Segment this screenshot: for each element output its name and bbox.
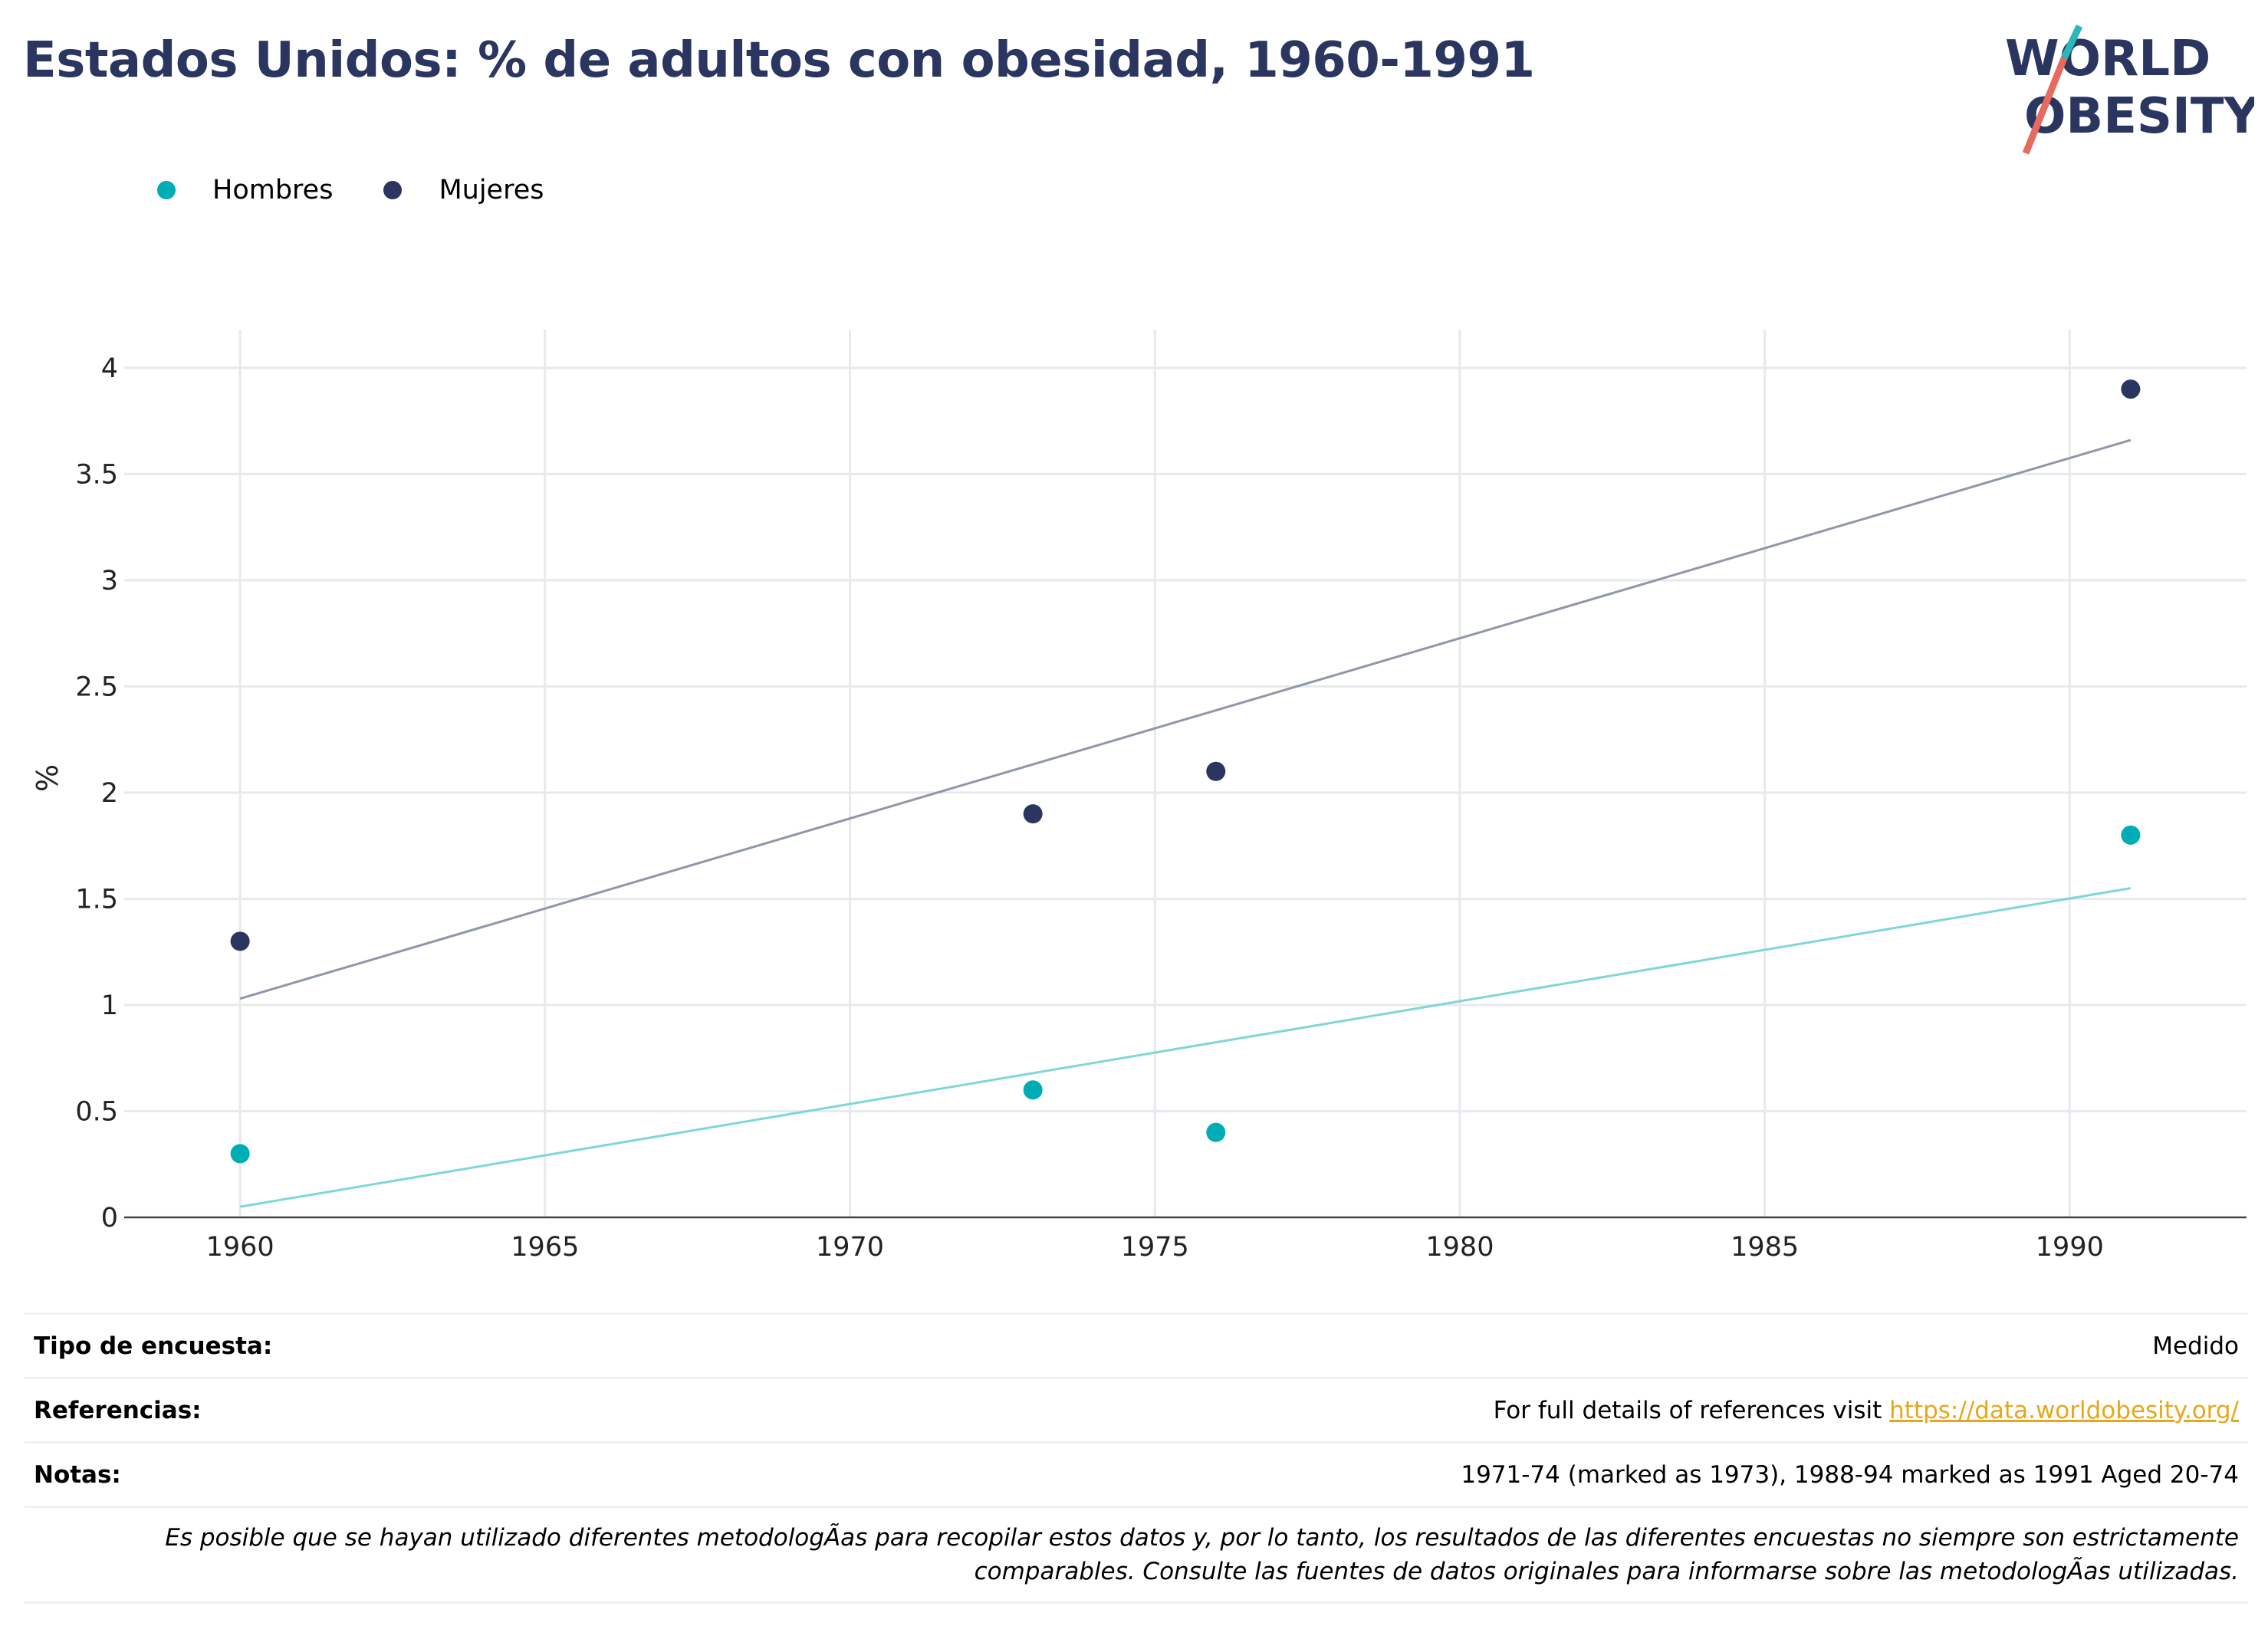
legend-label-mujeres: Mujeres bbox=[439, 175, 544, 205]
x-tick-label-1960: 1960 bbox=[206, 1232, 274, 1263]
info-row-survey-type: Tipo de encuesta: Medido bbox=[25, 1312, 2248, 1378]
world-obesity-logo: WORLD OBESITY bbox=[2005, 25, 2254, 155]
survey-info-table: Tipo de encuesta: Medido Referencias: Fo… bbox=[25, 1312, 2248, 1604]
y-tick-label-2: 1 bbox=[101, 990, 118, 1021]
y-tick-label-8: 4 bbox=[101, 353, 118, 384]
info-row-references: Referencias: For full details of referen… bbox=[25, 1377, 2248, 1443]
x-tick-label-1970: 1970 bbox=[816, 1232, 884, 1263]
y-tick-label-0: 0 bbox=[101, 1203, 118, 1233]
data-point-mujeres-1976 bbox=[1206, 761, 1226, 781]
trend-line-hombres bbox=[239, 887, 2132, 1208]
legend-marker-hombres bbox=[157, 181, 176, 199]
obesity-scatter-chart: 1960 1965 1970 1975 1980 1985 1990 0 0.5 1 1.5 2 2.5… bbox=[31, 330, 2247, 1263]
legend-marker-mujeres bbox=[383, 181, 403, 199]
data-point-hombres-1973 bbox=[1023, 1080, 1043, 1100]
disclaimer-line-1: Es posible que se hayan utilizado difere… bbox=[165, 1524, 2239, 1552]
data-point-hombres-1976 bbox=[1206, 1122, 1226, 1142]
y-tick-label-1: 0.5 bbox=[75, 1096, 118, 1127]
axes: 1960 1965 1970 1975 1980 1985 1990 0 0.5 1 1.5 2 2.5… bbox=[31, 353, 2247, 1263]
methodology-disclaimer: Es posible que se hayan utilizado difere… bbox=[25, 1506, 2248, 1604]
x-tick-label-1990: 1990 bbox=[2036, 1232, 2104, 1263]
logo-slash-bottom bbox=[2022, 57, 2068, 155]
references-text: For full details of references visit bbox=[1493, 1396, 1890, 1424]
data-point-mujeres-1973 bbox=[1023, 804, 1043, 824]
trend-line-mujeres bbox=[239, 438, 2132, 1000]
data-point-hombres-1991 bbox=[2121, 825, 2141, 845]
notes-value: 1971-74 (marked as 1973), 1988-94 marked… bbox=[567, 1441, 2248, 1507]
notes-label: Notas: bbox=[25, 1441, 567, 1507]
x-tick-label-1985: 1985 bbox=[1731, 1232, 1799, 1263]
y-axis-title: % bbox=[31, 764, 64, 792]
logo-line2: OBESITY bbox=[2024, 88, 2254, 145]
data-point-hombres-1960 bbox=[230, 1144, 250, 1164]
survey-type-label: Tipo de encuesta: bbox=[25, 1312, 567, 1378]
grid bbox=[124, 330, 2247, 1217]
y-tick-label-4: 2 bbox=[101, 778, 118, 809]
y-tick-label-5: 2.5 bbox=[75, 672, 118, 702]
x-tick-label-1975: 1975 bbox=[1121, 1232, 1189, 1263]
y-tick-label-7: 3.5 bbox=[75, 459, 118, 490]
data-points bbox=[230, 379, 2141, 1164]
legend-item-hombres[interactable]: Hombres bbox=[157, 175, 333, 205]
page-title: Estados Unidos: % de adultos con obesida… bbox=[23, 32, 1535, 89]
legend-label-hombres: Hombres bbox=[212, 175, 334, 205]
references-label: Referencias: bbox=[25, 1377, 567, 1443]
trend-lines bbox=[239, 438, 2132, 1208]
references-link[interactable]: https://data.worldobesity.org/ bbox=[1889, 1396, 2239, 1424]
y-tick-label-6: 3 bbox=[101, 566, 118, 596]
data-point-mujeres-1960 bbox=[230, 931, 250, 951]
chart-legend: Hombres Mujeres bbox=[157, 175, 594, 205]
x-tick-label-1965: 1965 bbox=[511, 1232, 579, 1263]
x-tick-label-1980: 1980 bbox=[1425, 1232, 1494, 1263]
survey-type-value: Medido bbox=[567, 1312, 2248, 1378]
legend-item-mujeres[interactable]: Mujeres bbox=[383, 175, 544, 205]
info-row-disclaimer: Es posible que se hayan utilizado difere… bbox=[25, 1506, 2248, 1604]
info-row-notes: Notas: 1971-74 (marked as 1973), 1988-94… bbox=[25, 1441, 2248, 1507]
logo-slash-top bbox=[2060, 25, 2083, 60]
y-tick-label-3: 1.5 bbox=[75, 884, 118, 915]
logo-line1: WORLD bbox=[2005, 31, 2210, 87]
references-value: For full details of references visit htt… bbox=[567, 1377, 2248, 1443]
disclaimer-line-2: comparables. Consulte las fuentes de dat… bbox=[974, 1558, 2239, 1585]
data-point-mujeres-1991 bbox=[2121, 379, 2141, 399]
